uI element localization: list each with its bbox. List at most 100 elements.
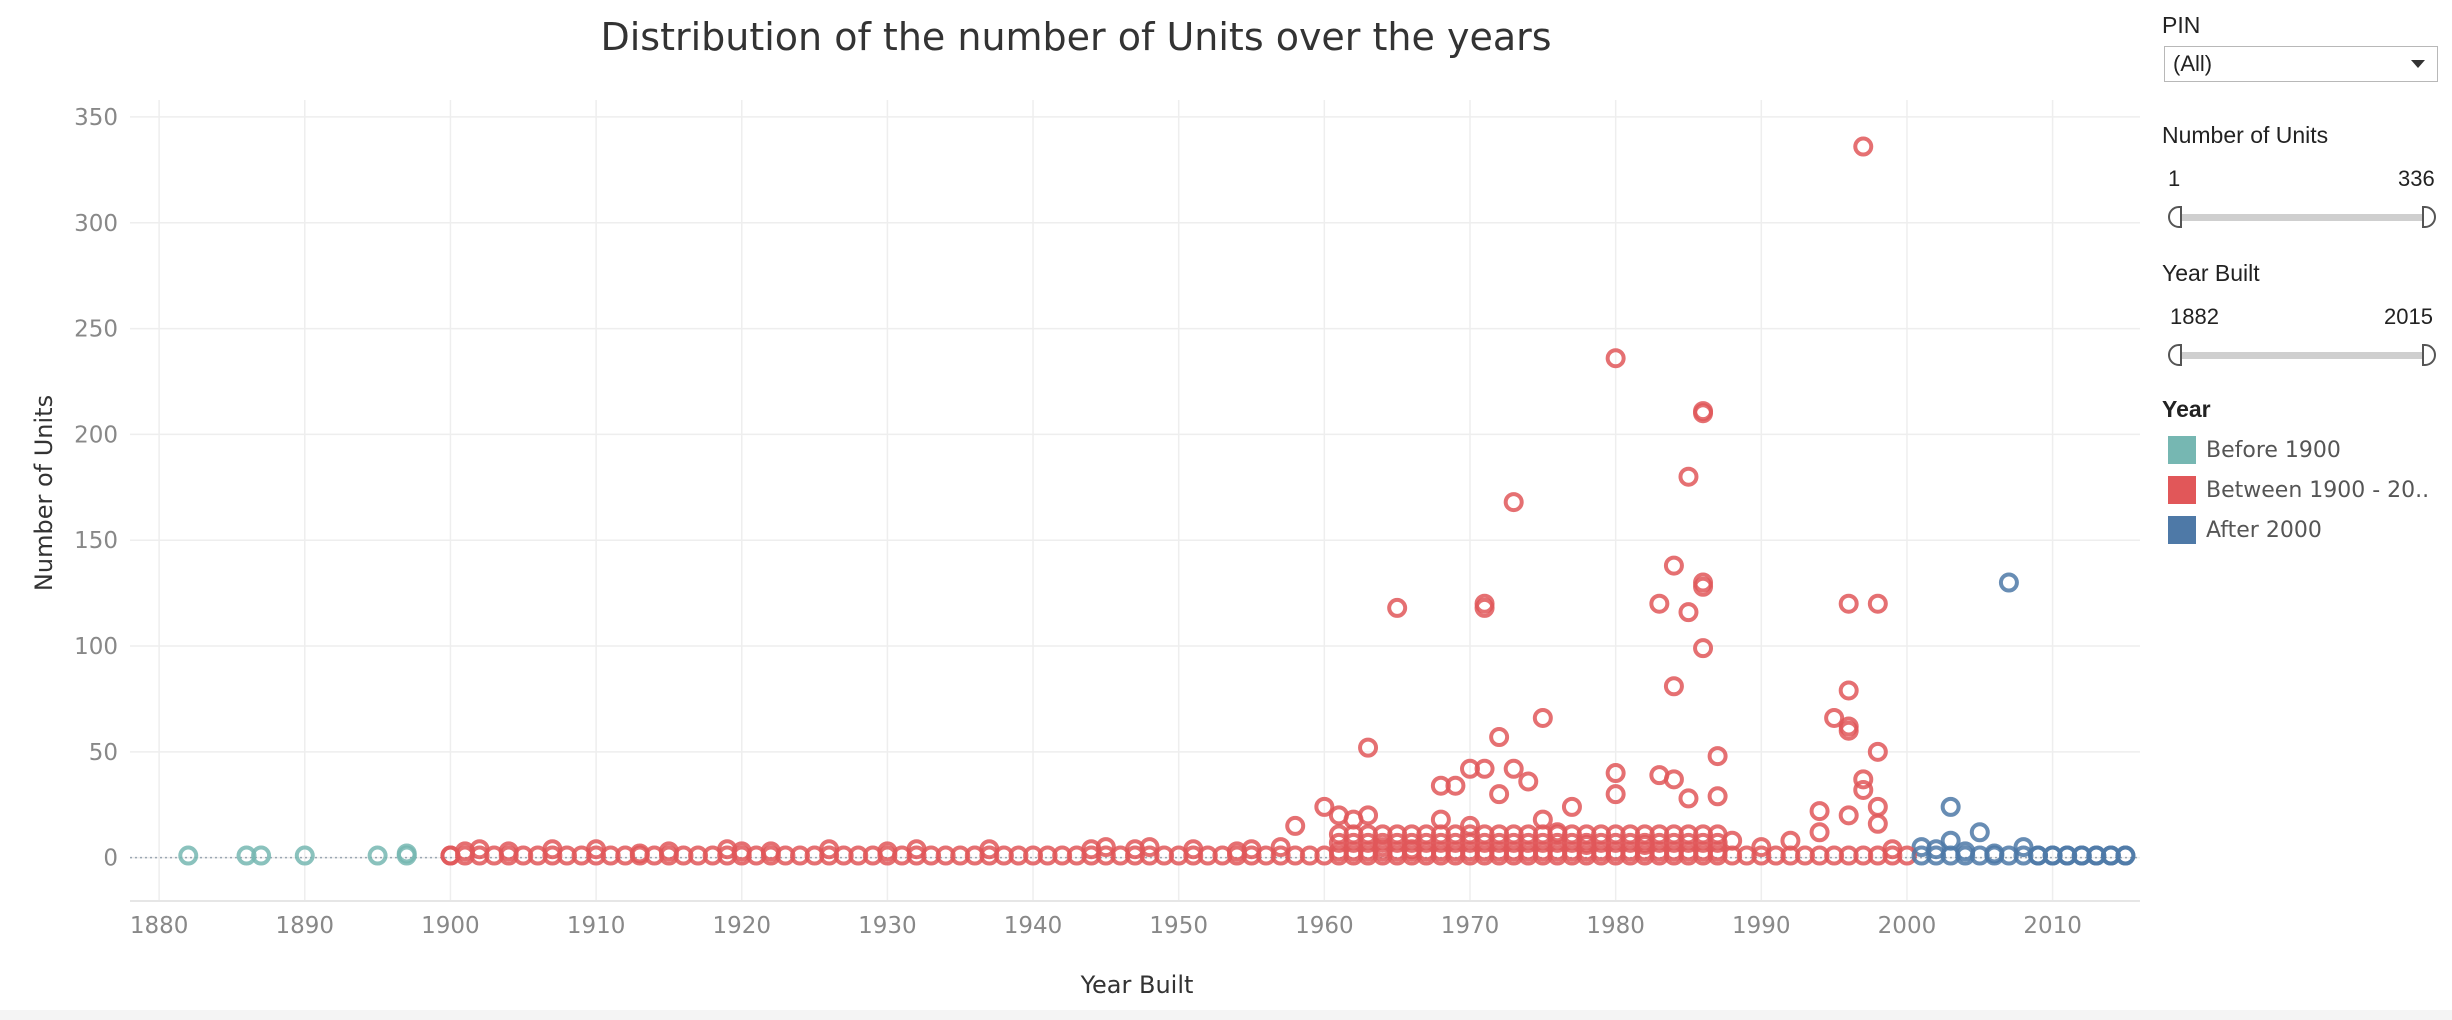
data-point[interactable] bbox=[251, 845, 272, 866]
data-point[interactable] bbox=[396, 843, 417, 864]
year-built-slider-max-handle[interactable] bbox=[2422, 344, 2436, 366]
data-point[interactable] bbox=[1605, 348, 1626, 369]
data-point[interactable] bbox=[1605, 763, 1626, 784]
y-tick-label: 50 bbox=[89, 740, 118, 766]
x-axis-ticks: 1880 1890 1900 1910 1920 1930 1940 1950 1960 1970… bbox=[130, 913, 2082, 939]
x-tick-label: 1890 bbox=[276, 913, 335, 939]
data-point[interactable] bbox=[1503, 492, 1524, 513]
data-point[interactable] bbox=[1314, 796, 1335, 817]
data-point[interactable] bbox=[1649, 593, 1670, 614]
data-point[interactable] bbox=[1867, 796, 1888, 817]
x-tick-label: 1980 bbox=[1586, 913, 1645, 939]
y-axis-label: Number of Units bbox=[30, 395, 58, 591]
data-point[interactable] bbox=[294, 845, 315, 866]
units-slider-min-handle[interactable] bbox=[2168, 206, 2182, 228]
data-point[interactable] bbox=[1824, 707, 1845, 728]
x-tick-label: 2010 bbox=[2023, 913, 2082, 939]
y-tick-label: 350 bbox=[74, 105, 118, 131]
units-filter-label: Number of Units bbox=[2162, 122, 2329, 148]
data-point[interactable] bbox=[1663, 769, 1684, 790]
data-point[interactable] bbox=[1285, 815, 1306, 836]
data-point[interactable] bbox=[1358, 737, 1379, 758]
data-point[interactable] bbox=[1139, 837, 1160, 858]
chart-title: Distribution of the number of Units over… bbox=[600, 15, 1551, 59]
data-point[interactable] bbox=[1707, 786, 1728, 807]
data-point[interactable] bbox=[1605, 784, 1626, 805]
data-point[interactable] bbox=[2013, 837, 2034, 858]
pin-filter-label: PIN bbox=[2162, 12, 2201, 38]
grid bbox=[130, 100, 2140, 902]
data-point[interactable] bbox=[1940, 796, 1961, 817]
chevron-down-icon[interactable] bbox=[2411, 60, 2425, 68]
data-point[interactable] bbox=[178, 845, 199, 866]
data-point[interactable] bbox=[1693, 576, 1714, 597]
data-point[interactable] bbox=[1663, 676, 1684, 697]
year-built-slider-min-handle[interactable] bbox=[2168, 344, 2182, 366]
data-point[interactable] bbox=[1503, 758, 1524, 779]
data-point[interactable] bbox=[1678, 788, 1699, 809]
data-point[interactable] bbox=[1489, 784, 1510, 805]
data-point[interactable] bbox=[1678, 602, 1699, 623]
data-point[interactable] bbox=[1867, 593, 1888, 614]
data-point[interactable] bbox=[1095, 837, 1116, 858]
data-point[interactable] bbox=[1751, 837, 1772, 858]
x-tick-label: 1930 bbox=[858, 913, 917, 939]
x-tick-label: 1950 bbox=[1149, 913, 1208, 939]
legend-swatch bbox=[2168, 476, 2196, 504]
data-point[interactable] bbox=[1445, 775, 1466, 796]
data-point[interactable] bbox=[1474, 597, 1495, 618]
pin-dropdown[interactable]: (All) bbox=[2164, 46, 2438, 82]
data-point[interactable] bbox=[1838, 805, 1859, 826]
data-point[interactable] bbox=[1809, 801, 1830, 822]
data-point[interactable] bbox=[1809, 822, 1830, 843]
x-tick-label: 2000 bbox=[1878, 913, 1937, 939]
legend-swatch bbox=[2168, 436, 2196, 464]
year-built-slider-track[interactable] bbox=[2176, 352, 2426, 359]
y-tick-label: 200 bbox=[74, 422, 118, 448]
data-point[interactable] bbox=[1853, 779, 1874, 800]
data-point[interactable] bbox=[1693, 638, 1714, 659]
y-tick-label: 300 bbox=[74, 211, 118, 237]
data-point[interactable] bbox=[1474, 758, 1495, 779]
data-point[interactable] bbox=[1561, 796, 1582, 817]
x-tick-label: 1970 bbox=[1441, 913, 1500, 939]
legend-title: Year bbox=[2162, 396, 2211, 422]
legend-item-before-1900[interactable]: Before 1900 bbox=[2168, 436, 2341, 464]
x-tick-label: 1900 bbox=[421, 913, 480, 939]
data-point[interactable] bbox=[1998, 572, 2019, 593]
data-point[interactable] bbox=[1838, 720, 1859, 741]
data-point[interactable] bbox=[1838, 680, 1859, 701]
data-point[interactable] bbox=[1853, 769, 1874, 790]
y-tick-label: 100 bbox=[74, 634, 118, 660]
data-point[interactable] bbox=[1663, 555, 1684, 576]
data-point[interactable] bbox=[1867, 813, 1888, 834]
data-point[interactable] bbox=[1693, 403, 1714, 424]
year-built-filter-label: Year Built bbox=[2162, 260, 2260, 286]
data-point[interactable] bbox=[1867, 741, 1888, 762]
legend-item-after-2000[interactable]: After 2000 bbox=[2168, 516, 2322, 544]
units-max-value: 336 bbox=[2398, 166, 2435, 191]
scatter-chart: Distribution of the number of Units over… bbox=[30, 15, 2140, 999]
data-point[interactable] bbox=[1489, 727, 1510, 748]
data-point[interactable] bbox=[1707, 746, 1728, 767]
y-axis-ticks: 0 50 100 150 200 250 300 350 bbox=[74, 105, 118, 872]
legend-label: Before 1900 bbox=[2206, 437, 2341, 463]
units-slider-max-handle[interactable] bbox=[2422, 206, 2436, 228]
data-point[interactable] bbox=[1838, 593, 1859, 614]
data-point[interactable] bbox=[1387, 597, 1408, 618]
legend-label: After 2000 bbox=[2206, 517, 2322, 543]
data-point[interactable] bbox=[1532, 707, 1553, 728]
data-point[interactable] bbox=[1853, 136, 1874, 157]
legend-item-between-1900-2000[interactable]: Between 1900 - 20.. bbox=[2168, 476, 2429, 504]
data-points[interactable] bbox=[178, 136, 2136, 866]
data-point[interactable] bbox=[1270, 837, 1291, 858]
x-tick-label: 1990 bbox=[1732, 913, 1791, 939]
data-point bbox=[1707, 832, 1728, 853]
x-tick-label: 1910 bbox=[567, 913, 626, 939]
data-point[interactable] bbox=[1969, 822, 1990, 843]
data-point[interactable] bbox=[1518, 771, 1539, 792]
y-tick-label: 0 bbox=[103, 846, 118, 872]
data-point[interactable] bbox=[367, 845, 388, 866]
units-slider-track[interactable] bbox=[2176, 214, 2426, 221]
data-point[interactable] bbox=[1678, 466, 1699, 487]
